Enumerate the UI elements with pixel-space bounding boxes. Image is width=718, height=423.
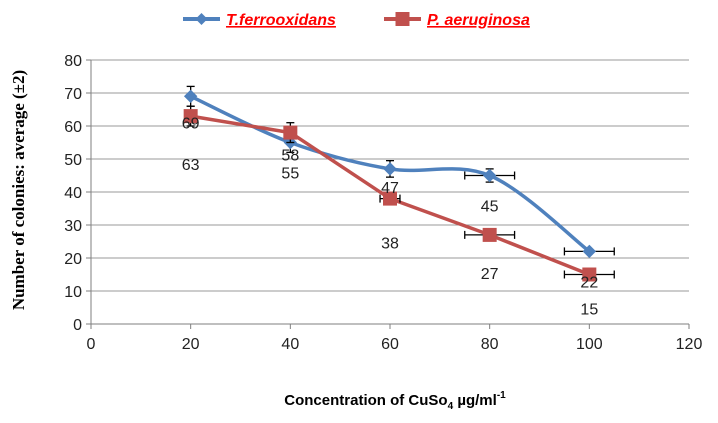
data-label: 55 <box>281 166 299 183</box>
data-label: 27 <box>481 266 499 283</box>
x-tick-label: 40 <box>281 336 299 353</box>
axes <box>86 59 690 329</box>
legend-label: T.ferrooxidans <box>226 12 336 29</box>
y-tick-label: 0 <box>73 317 82 334</box>
y-tick-label: 60 <box>64 119 82 136</box>
data-point-marker <box>183 109 198 124</box>
data-label: 63 <box>182 157 200 174</box>
legend-label: P. aeruginosa <box>427 12 530 29</box>
legend-item: P. aeruginosa <box>384 12 530 29</box>
data-label: 47 <box>381 180 399 197</box>
y-tick-label: 30 <box>64 218 82 235</box>
y-tick-label: 70 <box>64 86 82 103</box>
data-point-marker <box>383 162 397 176</box>
y-axis-label: Number of colonies: average (±2) <box>9 70 28 310</box>
data-point-marker <box>383 191 397 206</box>
legend: T.ferrooxidans P. aeruginosa <box>183 12 530 29</box>
y-tick-label: 40 <box>64 185 82 202</box>
data-label: 69 <box>182 115 200 132</box>
y-tick-label: 80 <box>64 53 82 70</box>
data-label: 58 <box>281 148 299 165</box>
data-point-marker <box>482 227 497 242</box>
x-tick-label: 120 <box>676 336 703 353</box>
legend-marker <box>195 13 208 25</box>
data-point-marker <box>582 244 597 259</box>
data-label: 45 <box>481 199 499 216</box>
x-tick-label: 100 <box>576 336 603 353</box>
y-tick-labels: 0 10 20 30 40 50 60 70 80 <box>64 53 82 334</box>
data-point-marker <box>283 125 298 140</box>
x-tick-labels: 0 20 40 60 80 100 120 <box>87 336 703 353</box>
x-axis-label: Concentration of CuSo4 µg/ml-1 <box>284 390 506 412</box>
data-label: 15 <box>580 302 598 319</box>
series-t-ferrooxidans <box>183 85 615 259</box>
data-labels: 69 55 47 45 22 63 58 38 27 15 <box>182 115 599 318</box>
series-layer <box>183 85 615 282</box>
legend-marker <box>395 12 410 26</box>
data-point-marker <box>582 267 597 282</box>
y-tick-label: 20 <box>64 251 82 268</box>
x-tick-label: 60 <box>381 336 399 353</box>
data-point-marker <box>482 168 497 183</box>
series-p-aeruginosa <box>183 105 615 282</box>
x-tick-label: 20 <box>182 336 200 353</box>
y-tick-label: 10 <box>64 284 82 301</box>
y-tick-label: 50 <box>64 152 82 169</box>
x-tick-label: 80 <box>481 336 499 353</box>
legend-item: T.ferrooxidans <box>183 12 336 29</box>
data-label: 22 <box>580 274 598 291</box>
x-tick-label: 0 <box>87 336 96 353</box>
data-point-marker <box>183 89 198 104</box>
data-label: 38 <box>381 236 399 253</box>
